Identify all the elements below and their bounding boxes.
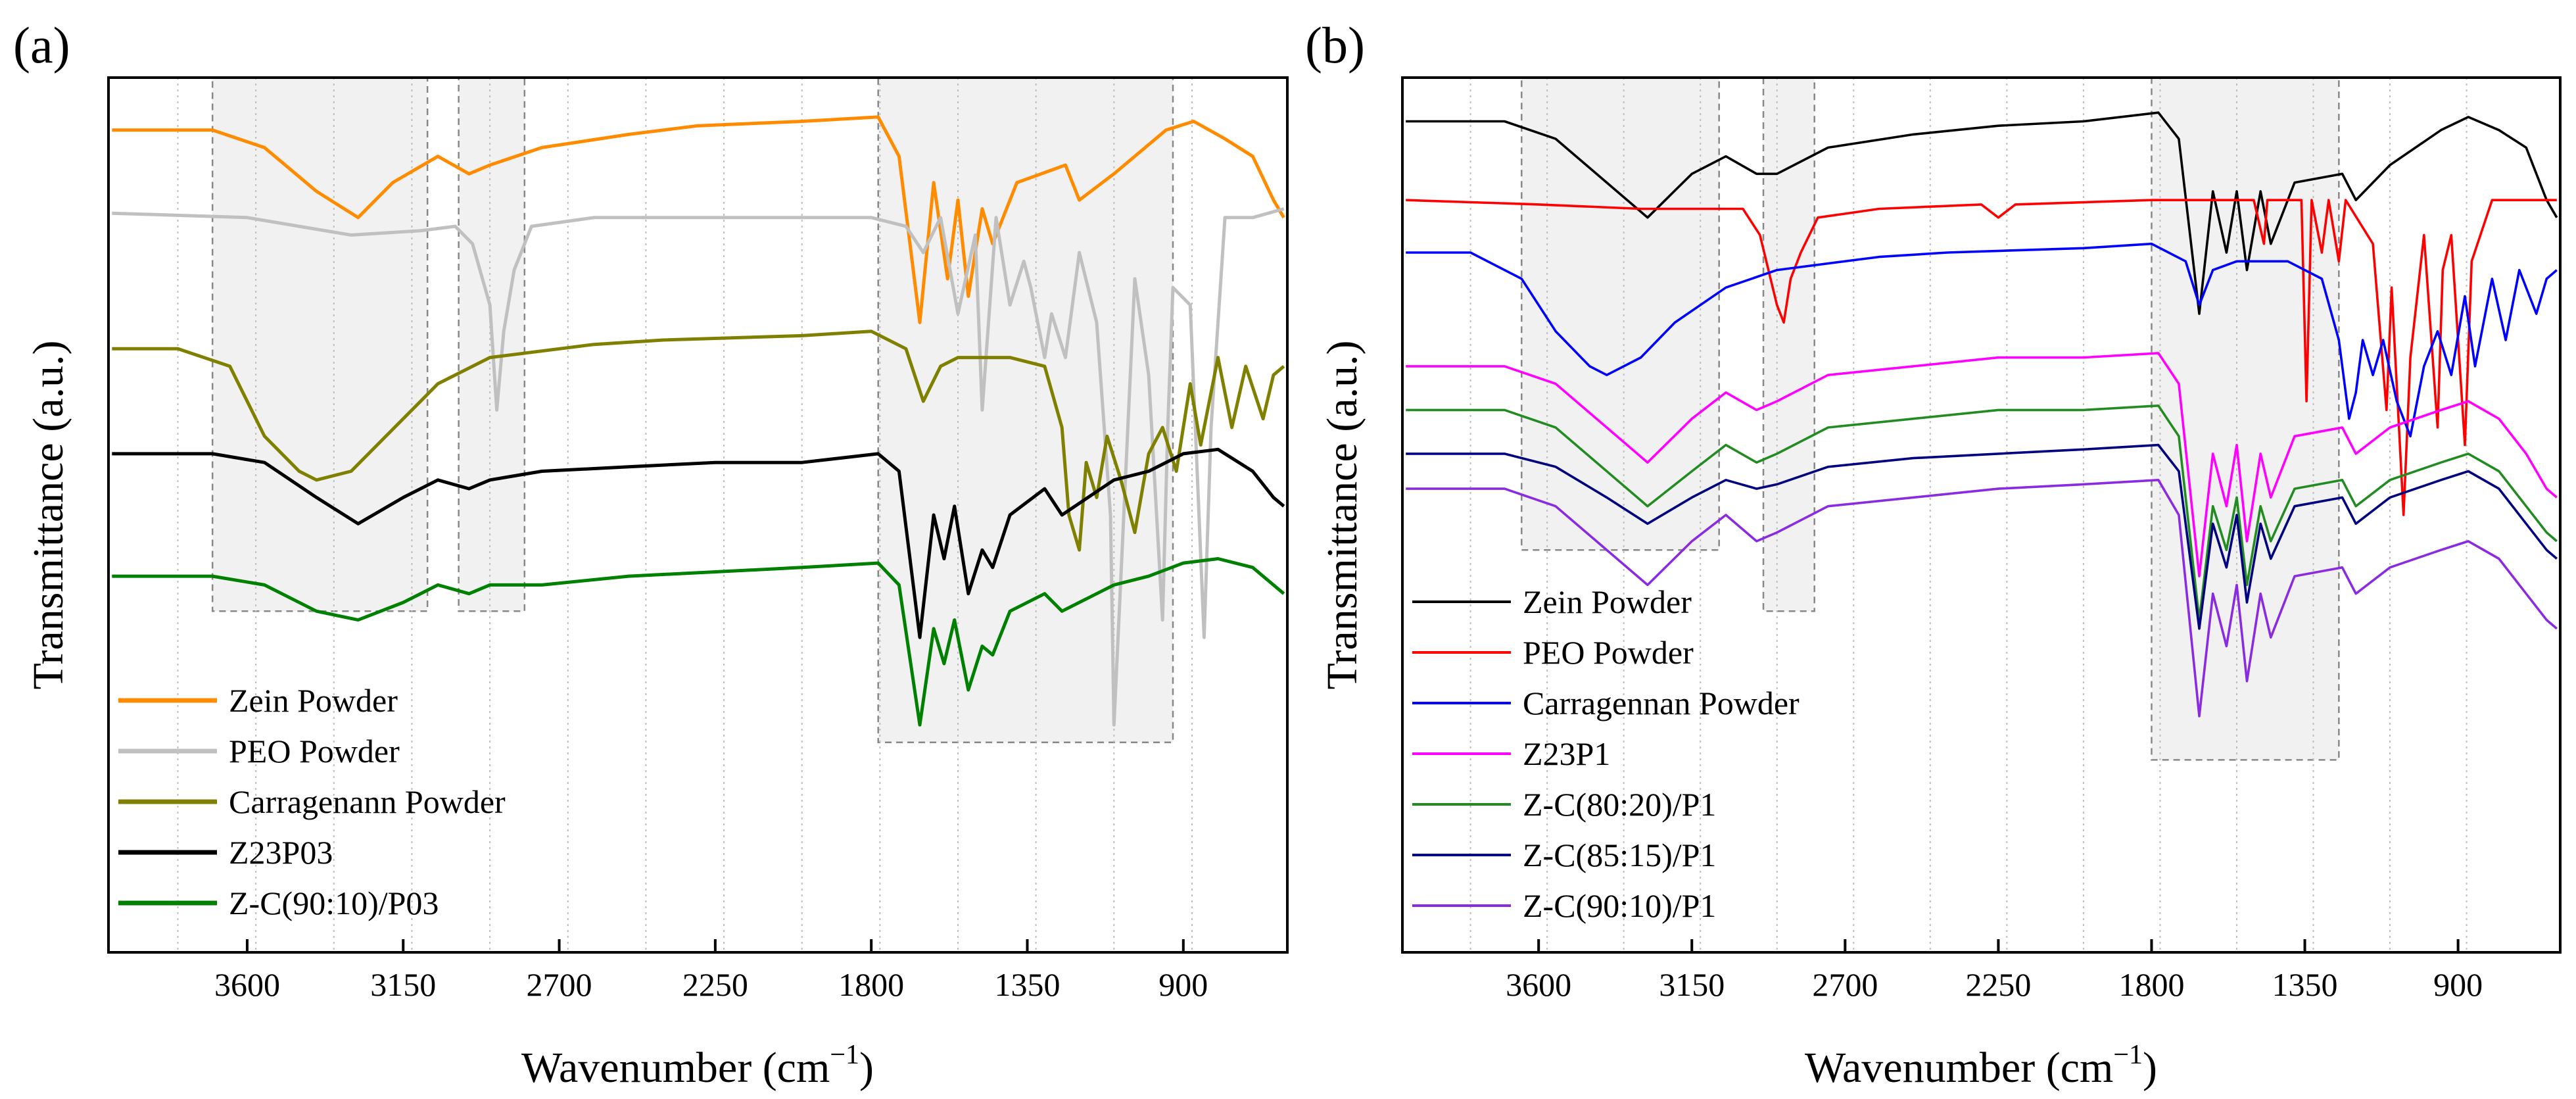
x-tick-label: 1800 (2118, 966, 2184, 1003)
x-tick-label: 1350 (994, 966, 1060, 1003)
x-axis-title-sup: −1 (2113, 1040, 2143, 1070)
x-tick-label: 3150 (370, 966, 436, 1003)
legend-label: PEO Powder (1523, 634, 1694, 671)
x-gridlines (1469, 78, 2468, 952)
series-line (1406, 242, 2558, 438)
x-axis-title-main: Wavenumber (cm (1805, 1044, 2113, 1092)
y-axis-title: Transmittance (a.u.) (24, 341, 72, 690)
legend-label: Z23P03 (229, 834, 333, 871)
x-tick-label: 2250 (682, 966, 748, 1003)
x-axis-title-sup: −1 (830, 1040, 859, 1070)
legend-label: Z-C(90:10)/P03 (229, 885, 439, 921)
x-tick-label: 2250 (1965, 966, 2031, 1003)
legend-label: Z23P1 (1523, 735, 1610, 772)
x-axis-title-close: ) (859, 1044, 874, 1092)
highlight-region (211, 76, 429, 612)
legend: Zein Powder PEO Powder Carragenann Powder Z… (118, 682, 506, 921)
legend-label: Zein Powder (229, 682, 398, 719)
panel-label: (b) (1305, 16, 1365, 74)
legend-label: Zein Powder (1523, 583, 1692, 620)
x-tick-label: 2700 (1812, 966, 1878, 1003)
plot-frame (1401, 76, 2562, 954)
series-line (1406, 111, 2558, 315)
panel-b: (b) 3600 3150 2700 2250 1800 1350 900 Transmit… (1305, 16, 2562, 1092)
x-axis-title: Wavenumber (cm−1) (1805, 1040, 2157, 1092)
x-ticks: 3600 3150 2700 2250 1800 1350 900 (1506, 939, 2483, 1003)
series-line (112, 207, 1285, 727)
panel-label: (a) (13, 16, 70, 74)
x-gridlines (177, 78, 1193, 952)
series-line (1406, 352, 2558, 577)
spectra (112, 115, 1285, 727)
x-tick-label: 1350 (2272, 966, 2338, 1003)
x-tick-label: 900 (2433, 966, 2483, 1003)
x-tick-label: 1800 (838, 966, 904, 1003)
plot-frame (107, 76, 1289, 954)
series-line (1406, 443, 2558, 630)
series-line (112, 447, 1285, 639)
legend-label: Carragenann Powder (229, 783, 506, 820)
x-tick-label: 900 (1158, 966, 1208, 1003)
x-tick-label: 3600 (214, 966, 280, 1003)
x-axis-title-close: ) (2143, 1044, 2157, 1092)
series-line (112, 557, 1285, 727)
series-line (112, 330, 1285, 552)
y-axis-title: Transmittance (a.u.) (1318, 341, 1366, 690)
x-axis-title: Wavenumber (cm−1) (521, 1040, 874, 1092)
series-line (1406, 199, 2557, 516)
spectra (1406, 111, 2558, 718)
x-tick-label: 2700 (527, 966, 592, 1003)
series-line (1406, 404, 2558, 622)
x-tick-label: 3150 (1659, 966, 1725, 1003)
legend-label: PEO Powder (229, 733, 400, 769)
panel-a: (a) 3600 3150 2700 2250 1800 1350 900 Transmit… (13, 16, 1289, 1092)
legend: Zein Powder PEO Powder Carragennan Powder Z… (1412, 583, 1800, 924)
x-tick-label: 3600 (1506, 966, 1571, 1003)
legend-label: Z-C(85:15)/P1 (1523, 837, 1716, 873)
legend-label: Carragennan Powder (1523, 685, 1800, 721)
series-line (1406, 478, 2558, 718)
legend-label: Z-C(80:20)/P1 (1523, 786, 1716, 823)
series-line (112, 115, 1285, 324)
x-axis-title-main: Wavenumber (cm (521, 1044, 830, 1092)
x-ticks: 3600 3150 2700 2250 1800 1350 900 (214, 939, 1208, 1003)
legend-label: Z-C(90:10)/P1 (1523, 887, 1716, 924)
